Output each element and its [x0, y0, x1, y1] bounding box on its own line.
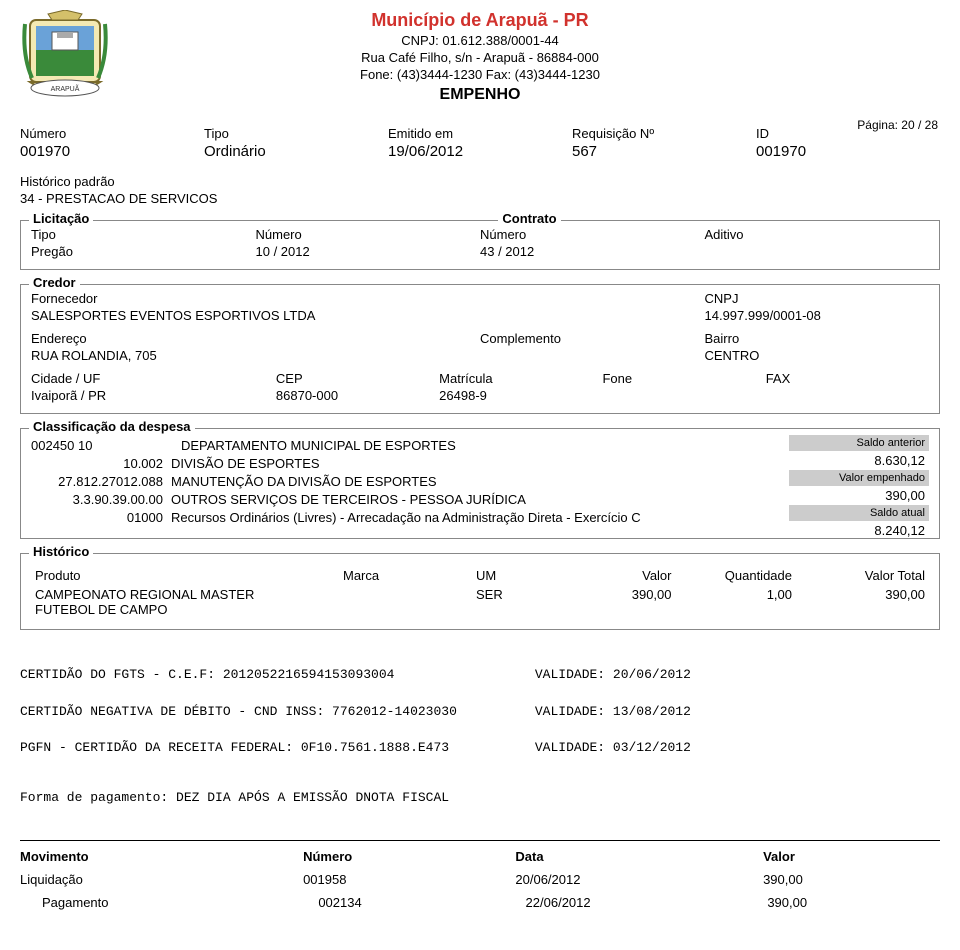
credor-section: Credor Fornecedor SALESPORTES EVENTOS ES…	[20, 284, 940, 414]
endereco-label: Endereço	[31, 331, 480, 346]
mov-data: 20/06/2012	[515, 872, 763, 887]
mov-numero: 001958	[303, 872, 515, 887]
movimento-row: Liquidação 001958 20/06/2012 390,00	[20, 868, 940, 891]
saldo-atual-value: 8.240,12	[789, 521, 929, 540]
certidao-line: CERTIDÃO DO FGTS - C.E.F: 20120522165941…	[20, 666, 940, 684]
saldo-anterior-label: Saldo anterior	[789, 435, 929, 451]
header-endereco: Rua Café Filho, s/n - Arapuã - 86884-000	[20, 50, 940, 65]
valor-empenhado-value: 390,00	[789, 486, 929, 505]
certidao-line: CERTIDÃO NEGATIVA DE DÉBITO - CND INSS: …	[20, 703, 940, 721]
cidade-label: Cidade / UF	[31, 371, 276, 386]
col-marca: Marca	[339, 566, 472, 585]
mov-tipo: Pagamento	[20, 895, 318, 910]
col-produto: Produto	[31, 566, 339, 585]
col-valor: Valor	[555, 566, 676, 585]
produto-table-header: Produto Marca UM Valor Quantidade Valor …	[31, 566, 929, 585]
mov-valor: 390,00	[767, 895, 940, 910]
page-number: Página: 20 / 28	[857, 118, 938, 132]
emitido-label: Emitido em	[388, 126, 572, 141]
historico-padrao-value: 34 - PRESTACAO DE SERVICOS	[20, 191, 940, 206]
fax-label: FAX	[766, 371, 929, 386]
tipo-value: Ordinário	[204, 143, 388, 160]
numero-label: Número	[20, 126, 204, 141]
class-code: 01000	[31, 510, 171, 525]
saldo-anterior-value: 8.630,12	[789, 451, 929, 470]
matricula-label: Matrícula	[439, 371, 602, 386]
svg-text:ARAPUÃ: ARAPUÃ	[51, 84, 80, 93]
id-value: 001970	[756, 143, 940, 160]
produto-row: CAMPEONATO REGIONAL MASTER FUTEBOL DE CA…	[31, 585, 929, 619]
licitacao-numero-label: Número	[256, 227, 481, 242]
class-code: 3.3.90.39.00.00	[31, 492, 171, 507]
produto-line2: FUTEBOL DE CAMPO	[35, 602, 335, 617]
mov-numero: 002134	[318, 895, 525, 910]
class-code: 10.002	[31, 456, 171, 471]
contrato-legend: Contrato	[498, 211, 560, 226]
mov-valor: 390,00	[763, 872, 940, 887]
endereco-value: RUA ROLANDIA, 705	[31, 348, 480, 363]
historico-padrao-label: Histórico padrão	[20, 174, 940, 189]
municipio-title: Município de Arapuã - PR	[20, 10, 940, 31]
certidao-line: PGFN - CERTIDÃO DA RECEITA FEDERAL: 0F10…	[20, 739, 940, 757]
licitacao-section: Licitação Contrato Tipo Pregão Número 10…	[20, 220, 940, 270]
empenho-title: EMPENHO	[20, 86, 940, 104]
produto-qtd: 1,00	[676, 585, 797, 619]
matricula-value: 26498-9	[439, 388, 602, 403]
contrato-numero-label: Número	[480, 227, 705, 242]
fornecedor-label: Fornecedor	[31, 291, 705, 306]
mov-tipo: Liquidação	[20, 872, 303, 887]
col-mov-numero: Número	[303, 849, 515, 864]
produto-line1: CAMPEONATO REGIONAL MASTER	[35, 587, 335, 602]
col-movimento: Movimento	[20, 849, 303, 864]
classificacao-legend: Classificação da despesa	[29, 419, 195, 434]
col-valor-total: Valor Total	[796, 566, 929, 585]
saldo-atual-label: Saldo atual	[789, 505, 929, 521]
aditivo-label: Aditivo	[705, 227, 930, 242]
header-cnpj: CNPJ: 01.612.388/0001-44	[20, 33, 940, 48]
emitido-value: 19/06/2012	[388, 143, 572, 160]
credor-cnpj-value: 14.997.999/0001-08	[705, 308, 930, 323]
licitacao-tipo-value: Pregão	[31, 244, 256, 259]
movimento-header: Movimento Número Data Valor	[20, 840, 940, 868]
classificacao-section: Classificação da despesa Saldo anterior …	[20, 428, 940, 539]
fornecedor-value: SALESPORTES EVENTOS ESPORTIVOS LTDA	[31, 308, 705, 323]
complemento-label: Complemento	[480, 331, 705, 346]
produto-marca	[339, 585, 472, 619]
cidade-value: Ivaiporã / PR	[31, 388, 276, 403]
licitacao-tipo-label: Tipo	[31, 227, 256, 242]
col-mov-data: Data	[515, 849, 763, 864]
historico-section: Histórico Produto Marca UM Valor Quantid…	[20, 553, 940, 630]
numero-value: 001970	[20, 143, 204, 160]
valor-empenhado-label: Valor empenhado	[789, 470, 929, 486]
class-code: 002450 10	[31, 438, 181, 453]
produto-valor: 390,00	[555, 585, 676, 619]
cep-label: CEP	[276, 371, 439, 386]
empenho-summary-row: Número 001970 Tipo Ordinário Emitido em …	[20, 126, 940, 160]
credor-cnpj-label: CNPJ	[705, 291, 930, 306]
credor-legend: Credor	[29, 275, 80, 290]
header-fone: Fone: (43)3444-1230 Fax: (43)3444-1230	[20, 67, 940, 82]
requisicao-label: Requisição Nº	[572, 126, 756, 141]
tipo-label: Tipo	[204, 126, 388, 141]
class-code: 27.812.27012.088	[31, 474, 171, 489]
col-quantidade: Quantidade	[676, 566, 797, 585]
col-mov-valor: Valor	[763, 849, 940, 864]
contrato-numero-value: 43 / 2012	[480, 244, 705, 259]
licitacao-numero-value: 10 / 2012	[256, 244, 481, 259]
produto-total: 390,00	[796, 585, 929, 619]
licitacao-legend: Licitação	[29, 211, 93, 226]
col-um: UM	[472, 566, 555, 585]
credor-fone-label: Fone	[602, 371, 765, 386]
requisicao-value: 567	[572, 143, 756, 160]
coat-of-arms-icon: ARAPUÃ	[20, 10, 110, 105]
cep-value: 86870-000	[276, 388, 439, 403]
movimento-row: Pagamento 002134 22/06/2012 390,00	[20, 891, 940, 914]
certidoes-block: CERTIDÃO DO FGTS - C.E.F: 20120522165941…	[20, 648, 940, 826]
bairro-value: CENTRO	[705, 348, 930, 363]
mov-data: 22/06/2012	[526, 895, 768, 910]
produto-um: SER	[472, 585, 555, 619]
historico-legend: Histórico	[29, 544, 93, 559]
forma-pagamento: Forma de pagamento: DEZ DIA APÓS A EMISS…	[20, 789, 940, 807]
bairro-label: Bairro	[705, 331, 930, 346]
